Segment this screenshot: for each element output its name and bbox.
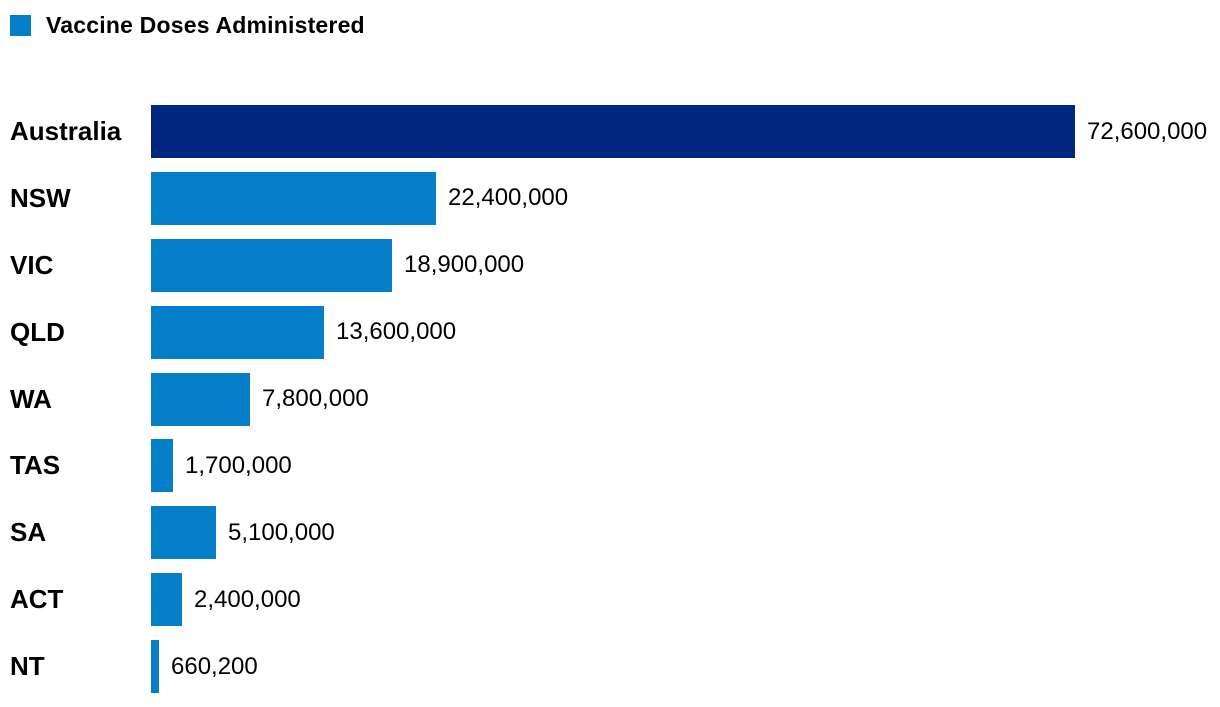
bar-chart: Australia 72,600,000 NSW 22,400,000 VIC …: [0, 105, 1220, 707]
value-label: 22,400,000: [448, 184, 569, 212]
category-label: NSW: [10, 182, 71, 213]
bar-row: Australia 72,600,000: [0, 105, 1220, 172]
legend: Vaccine Doses Administered: [10, 12, 365, 39]
legend-label: Vaccine Doses Administered: [46, 12, 365, 38]
bar: [151, 305, 324, 359]
bar-track: 22,400,000: [151, 171, 569, 225]
category-label: WA: [10, 383, 52, 414]
bar-track: 7,800,000: [151, 372, 369, 426]
bar: [151, 171, 436, 225]
value-label: 1,700,000: [185, 451, 292, 479]
bar-track: 18,900,000: [151, 238, 525, 292]
category-label: ACT: [10, 584, 64, 615]
value-label: 2,400,000: [194, 585, 301, 613]
value-label: 660,200: [171, 652, 258, 680]
bar-row: WA 7,800,000: [0, 372, 1220, 440]
value-label: 7,800,000: [262, 385, 369, 413]
bar-row: SA 5,100,000: [0, 506, 1220, 573]
bar-track: 72,600,000: [151, 105, 1207, 158]
bar-track: 2,400,000: [151, 573, 301, 627]
category-label: Australia: [10, 116, 122, 146]
category-label: NT: [10, 651, 45, 682]
value-label: 5,100,000: [228, 518, 335, 546]
bar: [151, 372, 250, 426]
bar: [151, 439, 173, 493]
category-label: VIC: [10, 249, 54, 280]
bar-track: 660,200: [151, 640, 258, 694]
bar: [151, 573, 182, 627]
bar-row: NSW 22,400,000: [0, 171, 1220, 239]
legend-swatch: [10, 15, 31, 36]
category-label: TAS: [10, 450, 61, 481]
bar-track: 1,700,000: [151, 439, 292, 493]
bar: [151, 105, 1075, 158]
bar-row: QLD 13,600,000: [0, 305, 1220, 373]
bar-track: 13,600,000: [151, 305, 457, 359]
category-label: QLD: [10, 316, 65, 347]
bar-row: TAS 1,700,000: [0, 439, 1220, 506]
bar-row: NT 660,200: [0, 640, 1220, 707]
bar: [151, 238, 392, 292]
value-label: 72,600,000: [1087, 117, 1208, 145]
bar: [151, 640, 159, 694]
bar: [151, 506, 216, 560]
bar-row: VIC 18,900,000: [0, 238, 1220, 306]
value-label: 18,900,000: [404, 251, 525, 279]
category-label: SA: [10, 517, 47, 548]
bar-track: 5,100,000: [151, 506, 335, 560]
value-label: 13,600,000: [336, 318, 457, 346]
bar-row: ACT 2,400,000: [0, 573, 1220, 640]
